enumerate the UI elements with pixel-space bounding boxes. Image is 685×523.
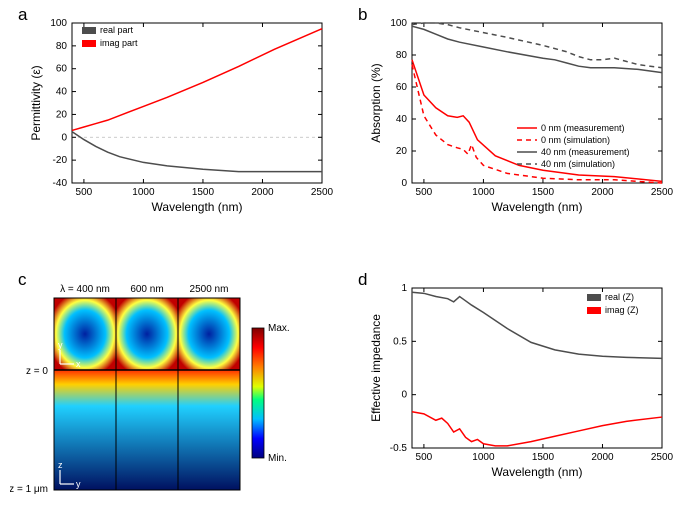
- svg-text:2500: 2500: [311, 187, 334, 198]
- svg-text:0 nm (measurement): 0 nm (measurement): [541, 123, 625, 133]
- svg-text:y: y: [76, 479, 81, 489]
- svg-text:0: 0: [401, 390, 407, 401]
- svg-text:-40: -40: [53, 178, 68, 189]
- svg-text:λ = 400 nm: λ = 400 nm: [60, 284, 110, 295]
- svg-text:1500: 1500: [532, 187, 555, 198]
- svg-text:2000: 2000: [591, 452, 614, 463]
- svg-text:imag part: imag part: [100, 38, 138, 48]
- panel-c-label: c: [18, 270, 27, 290]
- svg-text:20: 20: [396, 146, 408, 157]
- svg-text:500: 500: [416, 187, 433, 198]
- svg-text:x: x: [76, 359, 81, 369]
- chart-d: 500 1000 1500 2000 2500 -0.5 0 0.5 1 Wavelength (…: [350, 270, 680, 500]
- panel-b-label: b: [358, 5, 367, 25]
- panel-a: a 500 1000 1500 2000 2500 -40 -20 0 20 40 60 80 100 W…: [10, 5, 340, 235]
- panel-a-label: a: [18, 5, 27, 25]
- panel-c: c λ = 400 nm 600 nm 2500 nm z = 0 z = 1 μm x y…: [10, 270, 340, 520]
- svg-text:2500: 2500: [651, 187, 674, 198]
- svg-text:2500: 2500: [651, 452, 674, 463]
- svg-text:80: 80: [396, 50, 408, 61]
- panel-d-label: d: [358, 270, 367, 290]
- svg-text:1500: 1500: [192, 187, 215, 198]
- svg-text:imag (Z): imag (Z): [605, 305, 639, 315]
- svg-text:80: 80: [56, 41, 68, 52]
- svg-text:100: 100: [390, 18, 407, 29]
- svg-text:z: z: [58, 460, 63, 470]
- svg-text:60: 60: [396, 82, 408, 93]
- svg-text:0.5: 0.5: [393, 336, 407, 347]
- svg-text:z = 1 μm: z = 1 μm: [10, 484, 48, 495]
- svg-text:Max.: Max.: [268, 323, 290, 334]
- svg-text:Permittivity (ε): Permittivity (ε): [29, 65, 43, 140]
- svg-text:500: 500: [76, 187, 93, 198]
- svg-text:1000: 1000: [472, 452, 495, 463]
- svg-text:2000: 2000: [251, 187, 274, 198]
- fieldmaps-c: λ = 400 nm 600 nm 2500 nm z = 0 z = 1 μm x y y z…: [10, 270, 340, 520]
- chart-a: 500 1000 1500 2000 2500 -40 -20 0 20 40 60 80 100 Wav…: [10, 5, 340, 235]
- svg-text:0: 0: [61, 132, 67, 143]
- svg-text:0 nm (simulation): 0 nm (simulation): [541, 135, 610, 145]
- svg-text:-0.5: -0.5: [390, 443, 408, 454]
- svg-text:Absorption (%): Absorption (%): [369, 63, 383, 142]
- svg-text:Min.: Min.: [268, 453, 287, 464]
- svg-text:1000: 1000: [132, 187, 155, 198]
- svg-text:1000: 1000: [472, 187, 495, 198]
- svg-text:500: 500: [416, 452, 433, 463]
- svg-text:60: 60: [56, 64, 68, 75]
- svg-text:40: 40: [396, 114, 408, 125]
- svg-text:Wavelength (nm): Wavelength (nm): [492, 200, 583, 214]
- svg-text:2000: 2000: [591, 187, 614, 198]
- svg-text:0: 0: [401, 178, 407, 189]
- svg-text:1: 1: [401, 283, 407, 294]
- chart-b: 500 1000 1500 2000 2500 0 20 40 60 80 100 Wavelengt…: [350, 5, 680, 235]
- svg-text:600 nm: 600 nm: [130, 284, 163, 295]
- svg-text:2500 nm: 2500 nm: [190, 284, 229, 295]
- svg-text:Wavelength (nm): Wavelength (nm): [152, 200, 243, 214]
- panel-d: d 500 1000 1500 2000 2500 -0.5 0 0.5 1 Wavelength…: [350, 270, 680, 500]
- svg-text:20: 20: [56, 109, 68, 120]
- svg-text:40 nm (simulation): 40 nm (simulation): [541, 159, 615, 169]
- svg-text:real (Z): real (Z): [605, 292, 634, 302]
- svg-text:Wavelength (nm): Wavelength (nm): [492, 465, 583, 479]
- svg-text:1500: 1500: [532, 452, 555, 463]
- svg-text:40: 40: [56, 87, 68, 98]
- panel-b: b 500 1000 1500 2000 2500 0 20 40 60 80 100 Wavelen…: [350, 5, 680, 235]
- svg-text:y: y: [58, 340, 63, 350]
- svg-text:real part: real part: [100, 25, 134, 35]
- svg-text:40 nm (measurement): 40 nm (measurement): [541, 147, 630, 157]
- svg-text:-20: -20: [53, 155, 68, 166]
- svg-text:Effective impedance: Effective impedance: [369, 314, 383, 422]
- svg-text:z = 0: z = 0: [26, 366, 48, 377]
- svg-text:100: 100: [50, 18, 67, 29]
